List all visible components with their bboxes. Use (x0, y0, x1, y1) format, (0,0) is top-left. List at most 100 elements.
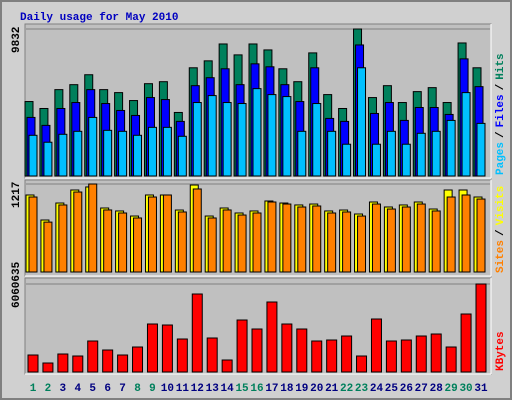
bar (446, 119, 456, 177)
x-tick-label: 7 (119, 383, 126, 395)
x-tick-label: 5 (89, 383, 96, 395)
bar (342, 143, 352, 177)
bar (327, 130, 337, 177)
bar (415, 335, 427, 373)
x-tick-label: 1 (30, 383, 37, 395)
bar (431, 130, 441, 177)
bar (357, 67, 367, 177)
bar (430, 333, 442, 373)
legend-entry: Hits (495, 53, 507, 79)
bar (386, 208, 396, 273)
bar (297, 130, 307, 177)
bar (177, 135, 187, 177)
bar (132, 346, 144, 373)
y-tick-label: 6060635 (11, 261, 23, 308)
bar (133, 134, 143, 177)
bar (475, 283, 487, 373)
bar (312, 205, 322, 273)
y-tick-label: 9832 (11, 27, 23, 53)
legend-entry: Sites (495, 240, 507, 273)
bar (73, 130, 83, 177)
bar (296, 328, 308, 373)
bar (57, 353, 69, 373)
bar (461, 92, 471, 177)
bar (267, 201, 277, 273)
bar (177, 211, 187, 273)
bar (43, 141, 53, 177)
bar (28, 196, 38, 273)
bar (401, 206, 411, 273)
bar (237, 214, 247, 273)
bar (476, 198, 486, 273)
bar (161, 324, 173, 373)
bar (192, 188, 202, 273)
bar (43, 221, 53, 273)
x-tick-label: 2 (45, 383, 52, 395)
bar (147, 196, 157, 273)
bar (357, 215, 367, 273)
x-tick-label: 22 (340, 383, 353, 395)
bar (312, 103, 322, 177)
bar (385, 340, 397, 373)
x-tick-label: 9 (149, 383, 156, 395)
bar (476, 122, 486, 177)
x-tick-label: 30 (459, 383, 472, 395)
bar (266, 301, 278, 373)
bar (133, 217, 143, 273)
x-tick-label: 6 (104, 383, 111, 395)
bar (103, 209, 113, 273)
x-tick-label: 15 (235, 383, 249, 395)
legend-separator: / (495, 229, 507, 236)
y-tick-label: 1217 (11, 182, 23, 208)
bar (282, 96, 292, 177)
bar (176, 338, 188, 373)
legend-entry: Pages (495, 142, 507, 175)
x-tick-label: 14 (221, 383, 235, 395)
bar (58, 204, 68, 273)
legend-separator: / (495, 131, 507, 138)
bar (281, 323, 293, 373)
bar (371, 203, 381, 273)
bar (327, 212, 337, 273)
bar (342, 211, 352, 273)
x-tick-label: 11 (176, 383, 190, 395)
bar (311, 340, 323, 373)
x-tick-label: 19 (295, 383, 308, 395)
bar (103, 129, 113, 177)
x-tick-label: 23 (355, 383, 369, 395)
bar (251, 328, 263, 373)
bar (42, 362, 54, 373)
bar (191, 293, 203, 373)
bar (461, 194, 471, 273)
bar (118, 212, 128, 273)
bar (87, 340, 99, 373)
x-tick-label: 13 (206, 383, 220, 395)
bar (58, 133, 68, 177)
x-tick-label: 4 (74, 383, 81, 395)
bar (252, 212, 262, 273)
x-tick-label: 21 (325, 383, 339, 395)
bar (147, 126, 157, 177)
bar (237, 103, 247, 177)
bar (371, 143, 381, 177)
legend-separator: / (495, 83, 507, 90)
bar (236, 319, 248, 373)
bar (117, 354, 129, 373)
bar (88, 183, 98, 273)
legend-entry: Files (495, 94, 507, 127)
bar (460, 313, 472, 373)
bar (221, 359, 233, 373)
x-tick-label: 20 (310, 383, 323, 395)
bar (222, 209, 232, 273)
bar (162, 194, 172, 273)
chart-title: Daily usage for May 2010 (20, 12, 178, 24)
x-tick-label: 24 (370, 383, 384, 395)
bar (72, 355, 84, 373)
x-tick-label: 16 (250, 383, 263, 395)
legend: KBytes (495, 331, 507, 371)
legend-entry: Visits (495, 186, 507, 226)
bar (146, 323, 158, 373)
legend: Pages / Files / Hits (495, 53, 507, 175)
x-tick-label: 17 (265, 383, 278, 395)
bar (207, 217, 217, 273)
